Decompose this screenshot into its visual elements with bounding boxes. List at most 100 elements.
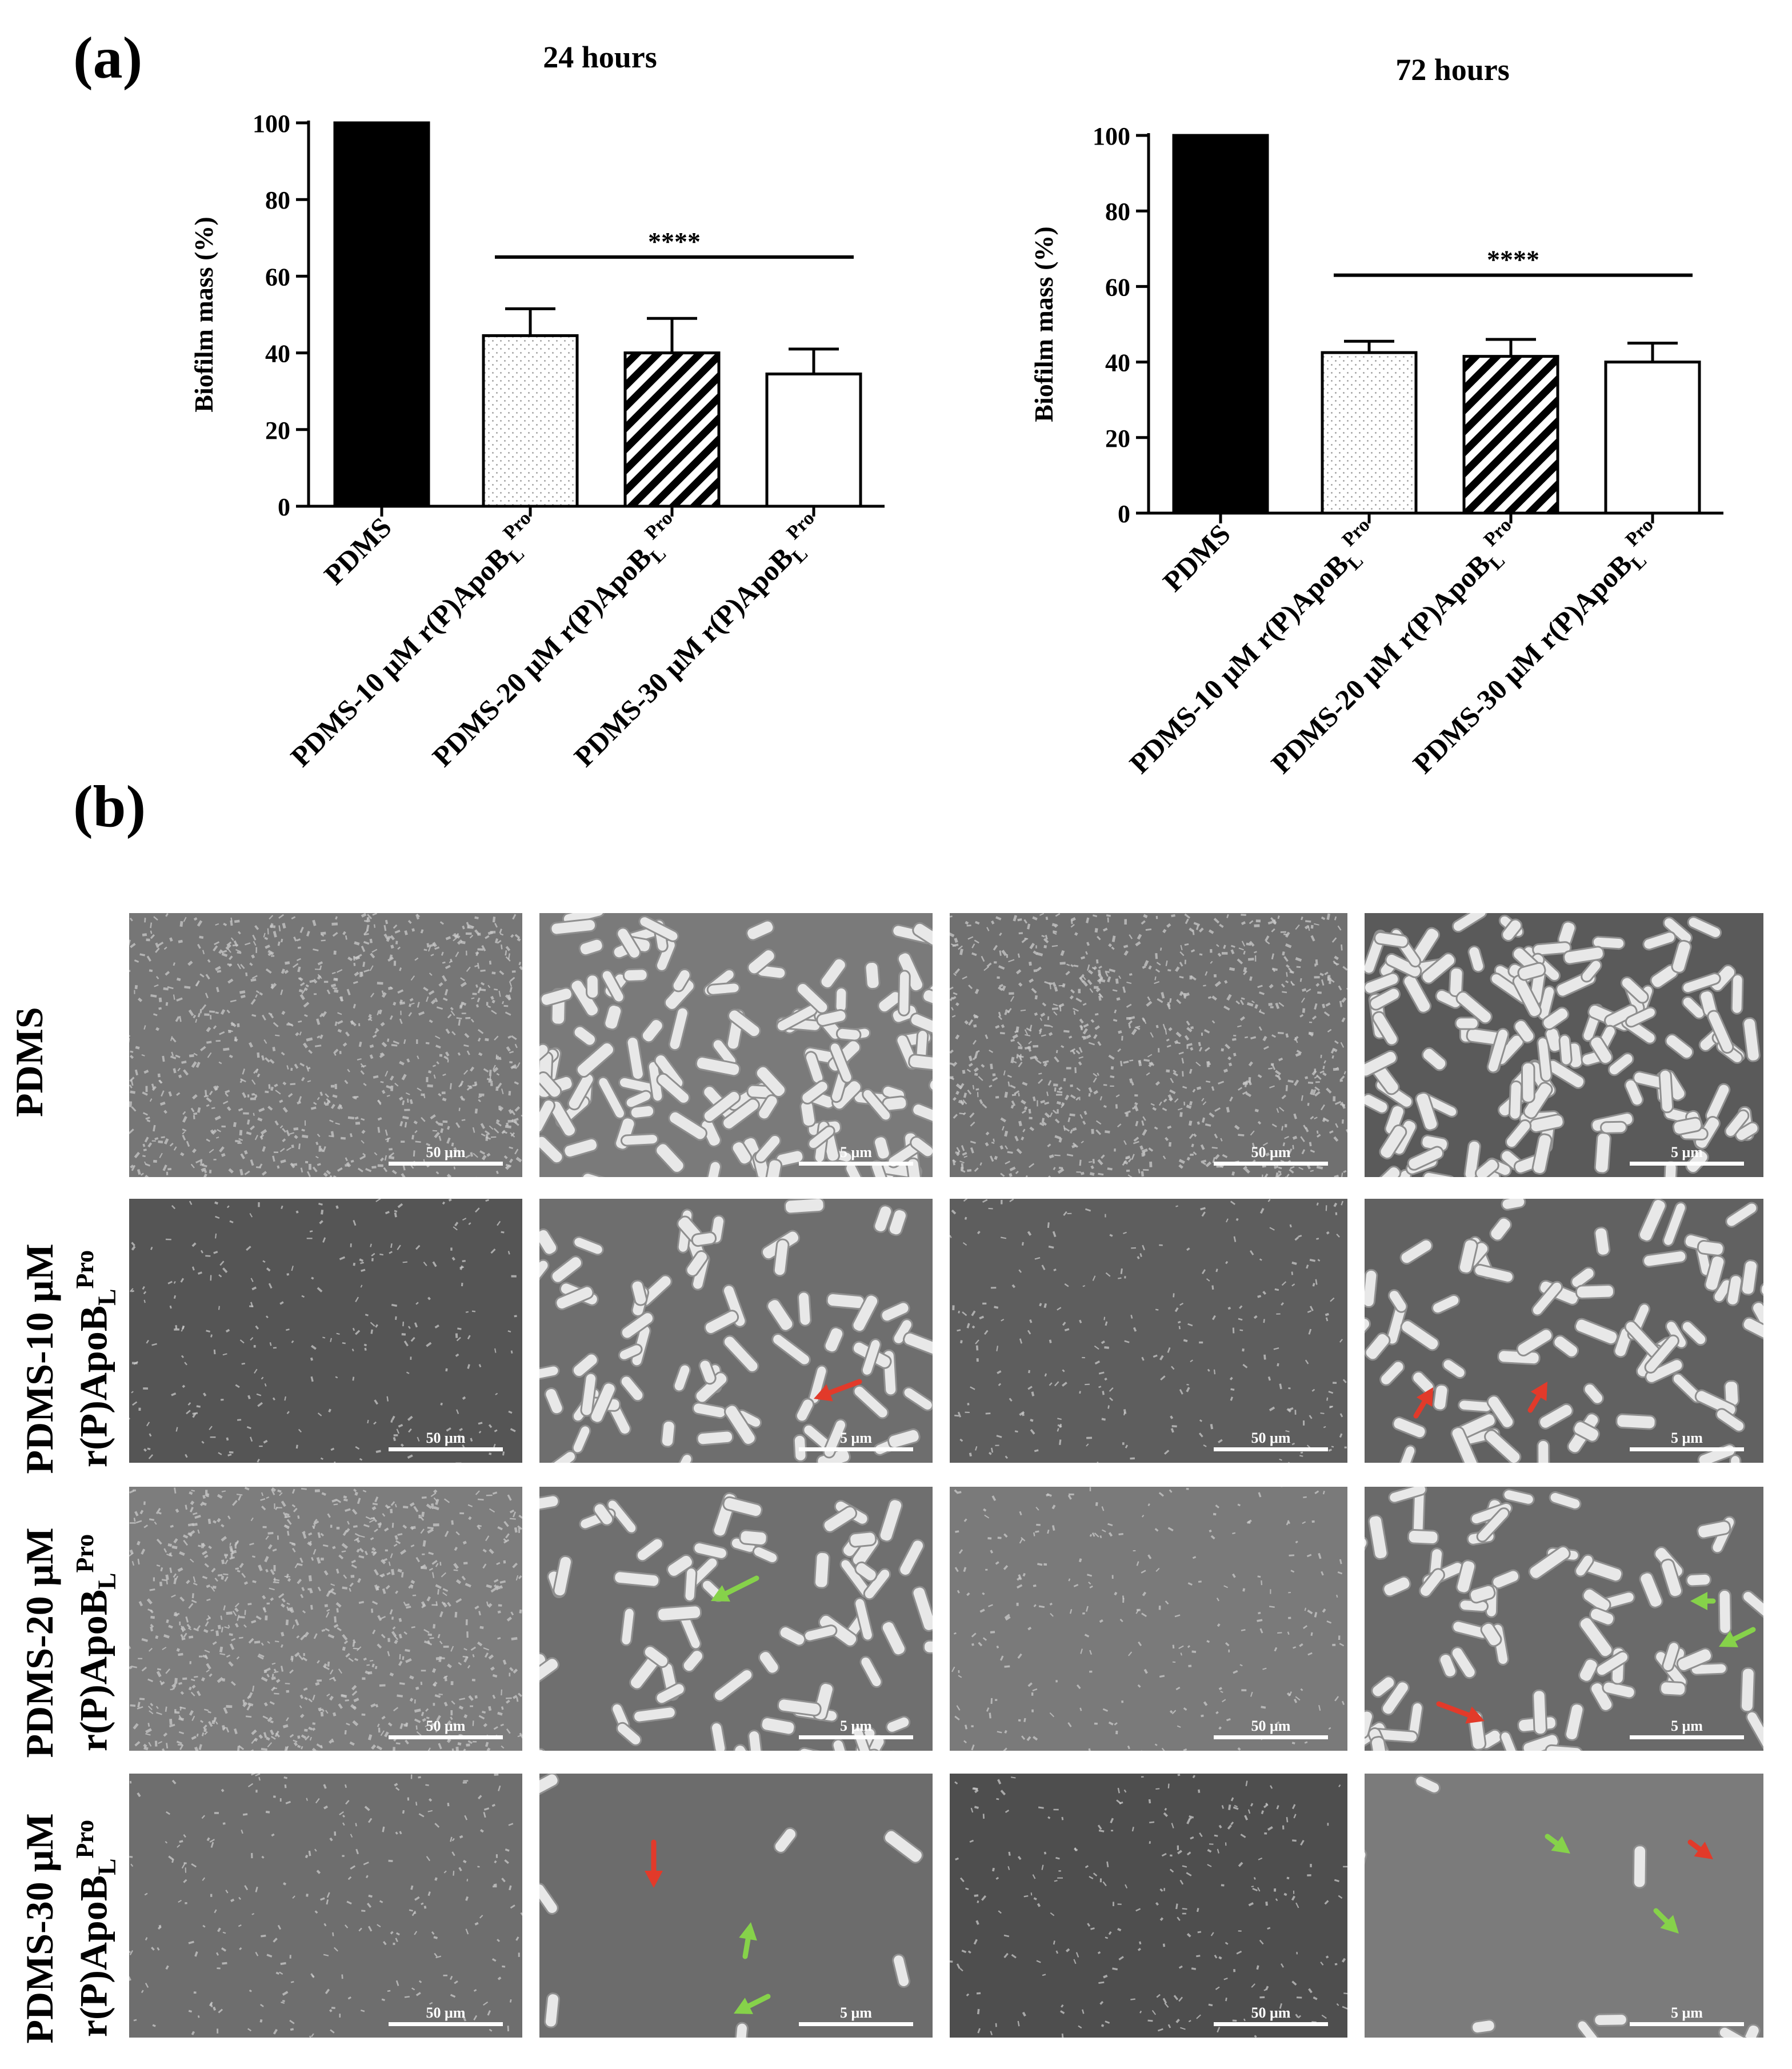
sem-micrograph: 50 μm — [950, 1487, 1347, 1751]
scale-bar: 50 μm — [1214, 1718, 1328, 1739]
row-label-line1: PDMS — [7, 1007, 51, 1117]
y-tick-label: 100 — [253, 110, 290, 138]
bar — [1172, 134, 1269, 515]
bar — [1321, 351, 1418, 515]
sem-micrograph: 50 μm — [129, 913, 522, 1177]
scale-bar-line — [799, 2022, 913, 2026]
scale-bar: 5 μm — [799, 1430, 913, 1451]
y-tick-label: 40 — [1105, 349, 1130, 377]
y-tick-label: 100 — [1093, 122, 1130, 150]
bar — [482, 334, 579, 508]
scale-bar-line — [389, 1447, 503, 1451]
sem-micrograph: 5 μm — [539, 1199, 933, 1463]
scale-bar: 5 μm — [1630, 1144, 1744, 1166]
scale-bar-label: 5 μm — [840, 1430, 872, 1446]
scale-bar-line — [799, 1162, 913, 1166]
sem-micrograph: 50 μm — [129, 1199, 522, 1463]
scale-bar-label: 50 μm — [426, 2004, 466, 2021]
scale-bar-label: 5 μm — [1671, 1430, 1703, 1446]
scale-bar-line — [799, 1735, 913, 1739]
scale-bar-label: 50 μm — [426, 1430, 466, 1446]
sem-micrograph: 5 μm — [539, 913, 933, 1177]
x-tick-label: PDMS-10 μM r(P)ApoBLPro — [281, 508, 550, 777]
scale-bar: 50 μm — [1214, 2005, 1328, 2026]
scale-bar-label: 50 μm — [426, 1144, 466, 1160]
sem-micrograph: 50 μm — [950, 1774, 1347, 2038]
scale-bar: 50 μm — [389, 2005, 503, 2026]
scale-bar: 50 μm — [389, 1718, 503, 1739]
bar — [1462, 355, 1559, 515]
x-tick-label: PDMS — [1157, 518, 1237, 598]
scale-bar: 5 μm — [799, 1144, 913, 1166]
y-tick-label: 80 — [1105, 198, 1130, 226]
scale-bar-line — [1214, 2022, 1328, 2026]
scale-bar-line — [389, 1735, 503, 1739]
scale-bar: 50 μm — [389, 1144, 503, 1166]
y-tick-label: 20 — [265, 417, 290, 445]
significance-label: **** — [1487, 245, 1539, 274]
sem-micrograph: 5 μm — [1365, 1487, 1763, 1751]
scale-bar-label: 5 μm — [1671, 2004, 1703, 2021]
sem-micrograph: 50 μm — [129, 1487, 522, 1751]
scale-bar: 50 μm — [389, 1430, 503, 1451]
scale-bar-line — [1630, 1735, 1744, 1739]
row-label-line2: r(P)ApoBLPro — [71, 1819, 121, 2038]
scale-bar-label: 5 μm — [1671, 1718, 1703, 1734]
scale-bar-label: 50 μm — [1251, 1718, 1291, 1734]
scale-bar-line — [1214, 1735, 1328, 1739]
y-axis-label: Biofilm mass (%) — [189, 217, 218, 412]
scale-bar-label: 50 μm — [426, 1718, 466, 1734]
scale-bar: 50 μm — [1214, 1430, 1328, 1451]
y-tick-label: 0 — [278, 493, 290, 521]
x-tick-label: PDMS-30 μM r(P)ApoBLPro — [565, 508, 833, 777]
scale-bar-label: 5 μm — [840, 1718, 872, 1734]
scale-bar: 5 μm — [1630, 1718, 1744, 1739]
scale-bar-line — [799, 1447, 913, 1451]
bar-chart-24-hours: 24 hours Biofilm mass (%) 0 20 40 60 80 100 PDMS… — [189, 40, 885, 777]
scale-bar-label: 50 μm — [1251, 1144, 1291, 1160]
y-axis-label: Biofilm mass (%) — [1029, 226, 1058, 422]
row-label-line1: PDMS-30 μM — [18, 1813, 61, 2044]
panel-label-b: (b) — [73, 774, 146, 839]
sem-micrograph: 5 μm — [1365, 1774, 1763, 2038]
scale-bar-line — [389, 2022, 503, 2026]
scale-bar-line — [1630, 1447, 1744, 1451]
sem-micrograph: 50 μm — [950, 913, 1347, 1177]
scale-bar-label: 5 μm — [840, 2004, 872, 2021]
scale-bar: 50 μm — [1214, 1144, 1328, 1166]
scale-bar-line — [1630, 2022, 1744, 2026]
scale-bar-line — [1214, 1447, 1328, 1451]
row-label-pdms-20: PDMS-20 μM r(P)ApoBLPro — [17, 1523, 121, 1763]
row-label-line1: PDMS-20 μM — [18, 1527, 61, 1758]
scale-bar: 5 μm — [1630, 1430, 1744, 1451]
x-tick-label: PDMS-20 μM r(P)ApoBLPro — [423, 508, 691, 777]
y-tick-label: 0 — [1118, 500, 1130, 528]
row-label-line2: r(P)ApoBLPro — [71, 1534, 121, 1752]
y-tick-label: 40 — [265, 340, 290, 368]
sem-micrograph: 50 μm — [129, 1774, 522, 2038]
row-label-pdms: PDMS — [6, 1007, 81, 1117]
bar — [765, 373, 862, 508]
scale-bar-label: 5 μm — [840, 1144, 872, 1160]
x-tick-label: PDMS-10 μM r(P)ApoBLPro — [1120, 515, 1389, 783]
sem-micrograph: 5 μm — [539, 1487, 933, 1751]
sem-micrograph: 50 μm — [950, 1199, 1347, 1463]
y-tick-label: 20 — [1105, 425, 1130, 453]
scale-bar-label: 50 μm — [1251, 1430, 1291, 1446]
scale-bar-line — [1630, 1162, 1744, 1166]
row-label-line1: PDMS-10 μM — [18, 1243, 61, 1474]
sem-micrograph: 5 μm — [1365, 913, 1763, 1177]
scale-bar: 5 μm — [799, 1718, 913, 1739]
bar — [1604, 361, 1701, 515]
scale-bar-line — [389, 1162, 503, 1166]
bar — [333, 121, 430, 508]
bar — [623, 351, 721, 508]
y-tick-label: 60 — [1105, 273, 1130, 301]
scale-bar: 5 μm — [799, 2005, 913, 2026]
row-label-pdms-30: PDMS-30 μM r(P)ApoBLPro — [17, 1808, 121, 2048]
bar-chart-72-hours: 72 hours Biofilm mass (%) 0 20 40 60 80 100 PDMS… — [1029, 53, 1723, 783]
x-tick-label: PDMS — [318, 511, 398, 591]
chart-title: 72 hours — [1395, 53, 1510, 87]
panel-label-a: (a) — [73, 25, 143, 91]
chart-title: 24 hours — [543, 40, 657, 74]
